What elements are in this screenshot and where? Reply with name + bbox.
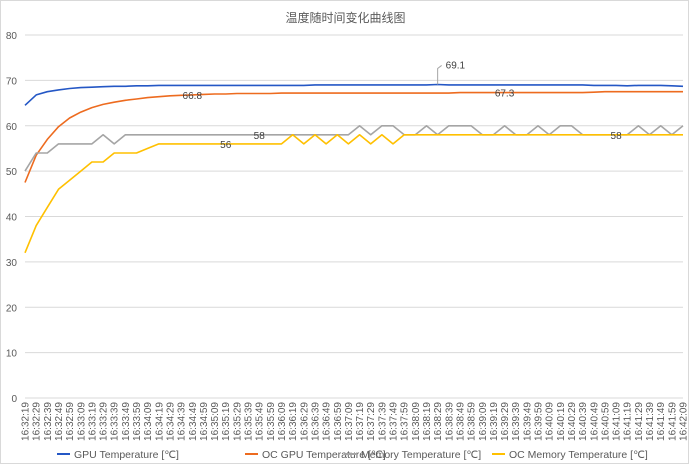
x-tick-label: 16:35:09 bbox=[210, 402, 221, 441]
x-tick-label: 16:34:59 bbox=[199, 402, 210, 441]
x-tick-label: 16:36:19 bbox=[288, 402, 299, 441]
x-tick-label: 16:36:39 bbox=[310, 402, 321, 441]
x-tick-label: 16:33:39 bbox=[110, 402, 121, 441]
x-tick-label: 16:40:09 bbox=[545, 402, 556, 441]
x-tick-label: 16:37:49 bbox=[389, 402, 400, 441]
x-tick-label: 16:34:39 bbox=[177, 402, 188, 441]
x-tick-label: 16:41:39 bbox=[645, 402, 656, 441]
x-tick-label: 16:40:59 bbox=[600, 402, 611, 441]
legend-label: GPU Temperature [℃] bbox=[74, 449, 179, 461]
data-label: 66.8 bbox=[183, 91, 203, 102]
x-tick-label: 16:37:19 bbox=[355, 402, 366, 441]
x-tick-label: 16:39:59 bbox=[534, 402, 545, 441]
x-tick-label: 16:40:19 bbox=[556, 402, 567, 441]
data-label: 58 bbox=[611, 131, 623, 142]
data-label: 69.1 bbox=[446, 60, 466, 71]
x-tick-label: 16:39:29 bbox=[500, 402, 511, 441]
x-tick-label: 16:33:49 bbox=[121, 402, 132, 441]
x-tick-label: 16:40:29 bbox=[567, 402, 578, 441]
chart-title: 温度随时间变化曲线图 bbox=[285, 10, 405, 25]
x-tick-label: 16:36:09 bbox=[277, 402, 288, 441]
y-tick-label: 80 bbox=[6, 31, 18, 42]
x-tick-label: 16:35:19 bbox=[221, 402, 232, 441]
x-tick-label: 16:41:09 bbox=[612, 402, 623, 441]
x-tick-label: 16:35:59 bbox=[266, 402, 277, 441]
x-tick-label: 16:35:49 bbox=[255, 402, 266, 441]
series-line-1 bbox=[24, 90, 683, 183]
x-tick-label: 16:38:49 bbox=[455, 402, 466, 441]
data-label: 56 bbox=[220, 140, 232, 151]
y-tick-label: 70 bbox=[6, 76, 18, 87]
x-tick-label: 16:41:19 bbox=[623, 402, 634, 441]
y-tick-label: 40 bbox=[6, 213, 18, 224]
y-tick-label: 10 bbox=[6, 349, 18, 360]
legend-label: Memory Temperature [℃] bbox=[361, 449, 481, 461]
x-tick-label: 16:42:09 bbox=[679, 402, 689, 441]
x-tick-label: 16:34:19 bbox=[154, 402, 165, 441]
x-tick-label: 16:34:49 bbox=[188, 402, 199, 441]
x-tick-label: 16:41:29 bbox=[634, 402, 645, 441]
x-tick-label: 16:39:09 bbox=[478, 402, 489, 441]
y-tick-label: 60 bbox=[6, 122, 18, 133]
series-line-2 bbox=[24, 125, 684, 172]
x-tick-label: 16:38:09 bbox=[411, 402, 422, 441]
leader-line bbox=[437, 65, 442, 85]
y-tick-label: 20 bbox=[6, 303, 18, 314]
x-tick-label: 16:37:59 bbox=[400, 402, 411, 441]
x-tick-label: 16:33:29 bbox=[99, 402, 110, 441]
x-tick-label: 16:39:19 bbox=[489, 402, 500, 441]
y-tick-label: 50 bbox=[6, 167, 18, 178]
y-tick-label: 30 bbox=[6, 258, 18, 269]
x-tick-label: 16:38:39 bbox=[444, 402, 455, 441]
x-tick-label: 16:39:49 bbox=[522, 402, 533, 441]
x-tick-label: 16:41:49 bbox=[656, 402, 667, 441]
x-tick-label: 16:38:29 bbox=[433, 402, 444, 441]
x-tick-label: 16:35:39 bbox=[244, 402, 255, 441]
x-tick-label: 16:32:59 bbox=[65, 402, 76, 441]
x-tick-label: 16:40:39 bbox=[578, 402, 589, 441]
series-line-0 bbox=[24, 83, 684, 106]
x-tick-label: 16:33:59 bbox=[132, 402, 143, 441]
x-tick-label: 16:32:19 bbox=[21, 402, 32, 441]
y-tick-label: 0 bbox=[11, 394, 17, 405]
legend-label: OC GPU Temperature [℃] bbox=[262, 449, 386, 461]
x-tick-label: 16:37:39 bbox=[377, 402, 388, 441]
x-tick-label: 16:38:59 bbox=[467, 402, 478, 441]
series-line-3 bbox=[24, 134, 683, 254]
x-tick-label: 16:34:09 bbox=[143, 402, 154, 441]
x-tick-label: 16:33:09 bbox=[76, 402, 87, 441]
x-tick-label: 16:32:29 bbox=[32, 402, 43, 441]
x-tick-label: 16:32:39 bbox=[43, 402, 54, 441]
x-tick-label: 16:37:29 bbox=[366, 402, 377, 441]
x-tick-label: 16:35:29 bbox=[232, 402, 243, 441]
x-tick-label: 16:36:59 bbox=[333, 402, 344, 441]
x-tick-label: 16:40:49 bbox=[589, 402, 600, 441]
data-label: 58 bbox=[254, 131, 266, 142]
x-tick-label: 16:33:19 bbox=[87, 402, 98, 441]
x-tick-label: 16:41:59 bbox=[667, 402, 678, 441]
x-tick-label: 16:34:29 bbox=[165, 402, 176, 441]
x-tick-label: 16:38:19 bbox=[422, 402, 433, 441]
x-tick-label: 16:39:39 bbox=[511, 402, 522, 441]
x-tick-label: 16:32:49 bbox=[54, 402, 65, 441]
x-tick-label: 16:36:49 bbox=[322, 402, 333, 441]
x-tick-label: 16:36:29 bbox=[299, 402, 310, 441]
data-label: 67.3 bbox=[495, 89, 515, 100]
x-tick-label: 16:37:09 bbox=[344, 402, 355, 441]
legend-label: OC Memory Temperature [℃] bbox=[509, 449, 648, 461]
